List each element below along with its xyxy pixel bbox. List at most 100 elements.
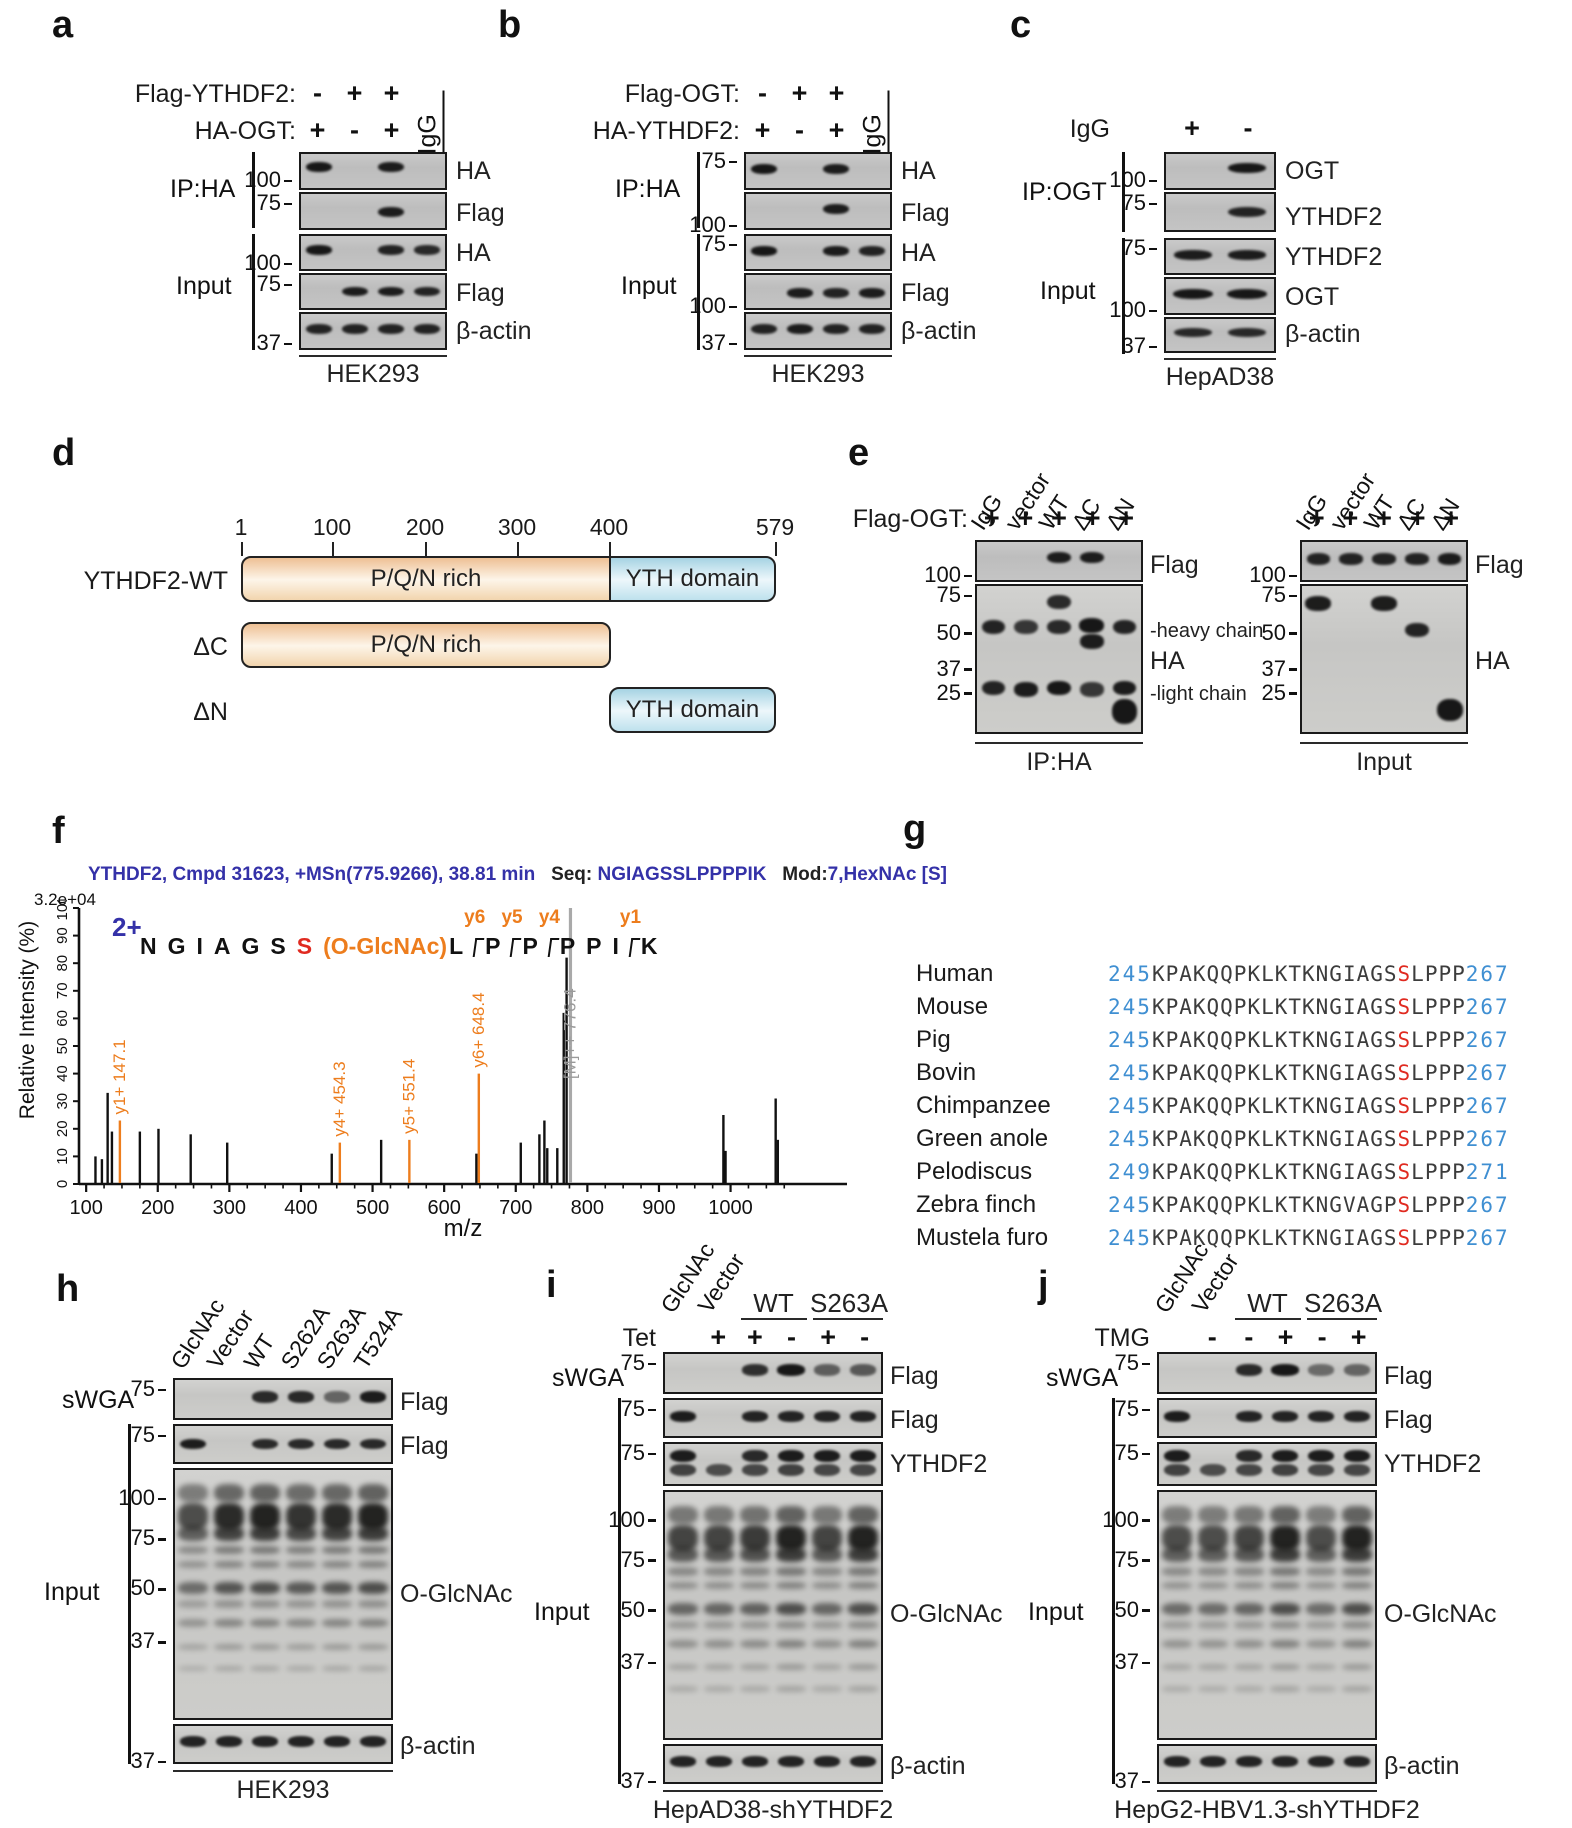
condition-symbol: + — [828, 78, 845, 108]
wb-smear-band — [1234, 1525, 1264, 1552]
condition-symbols: - + + — [744, 78, 855, 109]
mw-marker: 50 — [568, 1597, 656, 1623]
mw-marker: 75 — [78, 1525, 166, 1551]
lane-labels: GlcNAc Vector WT S262A S263A T524A — [165, 1278, 407, 1374]
wb-smear-band — [668, 1602, 698, 1615]
wb-smear-band — [250, 1618, 280, 1628]
wb-smear-band — [1270, 1602, 1300, 1615]
peptide-residue: (O-GlcNAc) — [323, 933, 448, 959]
wb-band — [1112, 619, 1137, 635]
mw-marker: 100 — [1065, 297, 1157, 323]
glcnac-site-serine: S — [1397, 995, 1412, 1019]
wb-band — [252, 1391, 278, 1403]
wb-band — [823, 245, 849, 256]
wb-smear-band — [250, 1525, 280, 1541]
x-tick-label: 600 — [427, 1197, 460, 1219]
antibody-label: Flag — [456, 279, 505, 307]
wb-band — [814, 1755, 840, 1767]
wb-smear-band — [358, 1503, 388, 1530]
input-label: Input — [534, 1598, 590, 1626]
wb-band — [180, 1735, 206, 1747]
y-tick-label: 100 — [55, 900, 71, 921]
wb-smear-band — [1306, 1581, 1336, 1590]
wb-smear-band — [286, 1618, 316, 1628]
wb-smear-band — [704, 1639, 734, 1649]
cell-line-label: HEK293 — [771, 360, 865, 388]
wb-row — [1157, 1442, 1377, 1486]
wb-smear-band — [322, 1525, 352, 1541]
wb-smear-band — [1306, 1505, 1336, 1524]
wb-band — [1172, 289, 1214, 300]
wb-smear-band — [668, 1505, 698, 1524]
wb-row — [173, 1724, 393, 1764]
antibody-label: Flag — [1384, 1362, 1433, 1390]
wb-band — [378, 244, 404, 255]
condition-symbols: - + + — [299, 78, 410, 109]
alignment-row: Pelodiscus 249 KPAKQQPKLKTKNGIAGS S LPPP 27… — [916, 1158, 1510, 1191]
wb-smear-band — [1234, 1686, 1264, 1692]
wb-smear-band — [286, 1483, 316, 1503]
antibody-label: Flag — [890, 1406, 939, 1434]
wb-band — [1436, 699, 1463, 722]
wb-row — [299, 312, 447, 350]
start-residue: 245 — [1108, 1127, 1152, 1151]
input-label: Input — [44, 1578, 100, 1606]
wb-smear-band — [668, 1621, 698, 1629]
wb-smear-band — [740, 1567, 770, 1576]
y-ion-label: y1 — [619, 907, 642, 928]
wb-band — [706, 1755, 732, 1767]
start-residue: 245 — [1108, 1193, 1152, 1217]
wb-smear-band — [668, 1664, 698, 1671]
alignment-row: Mouse 245 KPAKQQPKLKTKNGIAGS S LPPP 267 — [916, 993, 1510, 1026]
wb-smear-band — [668, 1686, 698, 1692]
wb-smear-blot — [1157, 1490, 1377, 1740]
lane-labels: GlcNAc Vector — [1149, 1232, 1243, 1318]
input-bracket — [128, 1424, 131, 1764]
wb-smear-band — [1270, 1567, 1300, 1576]
wb-row — [744, 273, 892, 310]
wb-band — [742, 1755, 768, 1767]
wb-smear-band — [704, 1567, 734, 1576]
wb-row — [1300, 540, 1468, 582]
wb-smear-band — [812, 1547, 842, 1563]
treatment-label: TMG — [1094, 1324, 1150, 1352]
wb-smear-band — [250, 1665, 280, 1672]
peptide-residue: A — [213, 933, 231, 959]
wb-band — [742, 1410, 768, 1422]
wb-smear-band — [776, 1686, 806, 1692]
wb-smear-band — [1342, 1581, 1372, 1590]
wb-band — [1437, 553, 1462, 565]
wb-band — [414, 324, 440, 335]
wb-smear-band — [286, 1600, 316, 1608]
mw-markers: 100 75 50 37 — [568, 1490, 656, 1740]
sequence: LPPP — [1411, 995, 1466, 1019]
alignment-row: Mustela furo 245 KPAKQQPKLKTKNGIAGS S LPPP … — [916, 1224, 1510, 1257]
species-name: Mustela furo — [916, 1224, 1049, 1251]
wb-row — [1164, 238, 1276, 275]
wb-smear-band — [214, 1665, 244, 1672]
sequence: LPPP — [1411, 962, 1466, 986]
condition-symbol: + — [1017, 503, 1034, 533]
alignment-row: Pig 245 KPAKQQPKLKTKNGIAGS S LPPP 267 — [916, 1026, 1510, 1059]
group-wt-label: WT — [753, 1288, 794, 1318]
wb-smear-band — [286, 1525, 316, 1541]
mw-marker: 75 — [1065, 190, 1157, 216]
sequence: LPPP — [1411, 1160, 1466, 1184]
spectrum-header: YTHDF2, Cmpd 31623, +MSn(775.9266), 38.8… — [88, 864, 947, 886]
wb-band — [742, 1364, 768, 1376]
condition-symbol: - — [313, 78, 322, 108]
group-bracket — [1122, 238, 1125, 354]
wb-band — [742, 1450, 768, 1462]
wb-smear-band — [776, 1505, 806, 1524]
antibody-label: HA — [456, 239, 491, 267]
condition-symbol: + — [1184, 113, 1200, 143]
wb-smear-band — [1342, 1664, 1372, 1671]
antibody-label: HA — [1475, 647, 1510, 675]
wb-smear-blot — [173, 1468, 393, 1720]
wb-band — [1308, 1410, 1334, 1422]
mw-marker: 100 — [200, 167, 292, 193]
scale-tick-label: 400 — [589, 514, 629, 540]
domain-pqn: P/Q/N rich — [241, 556, 611, 602]
condition-symbol: + — [983, 503, 1000, 533]
